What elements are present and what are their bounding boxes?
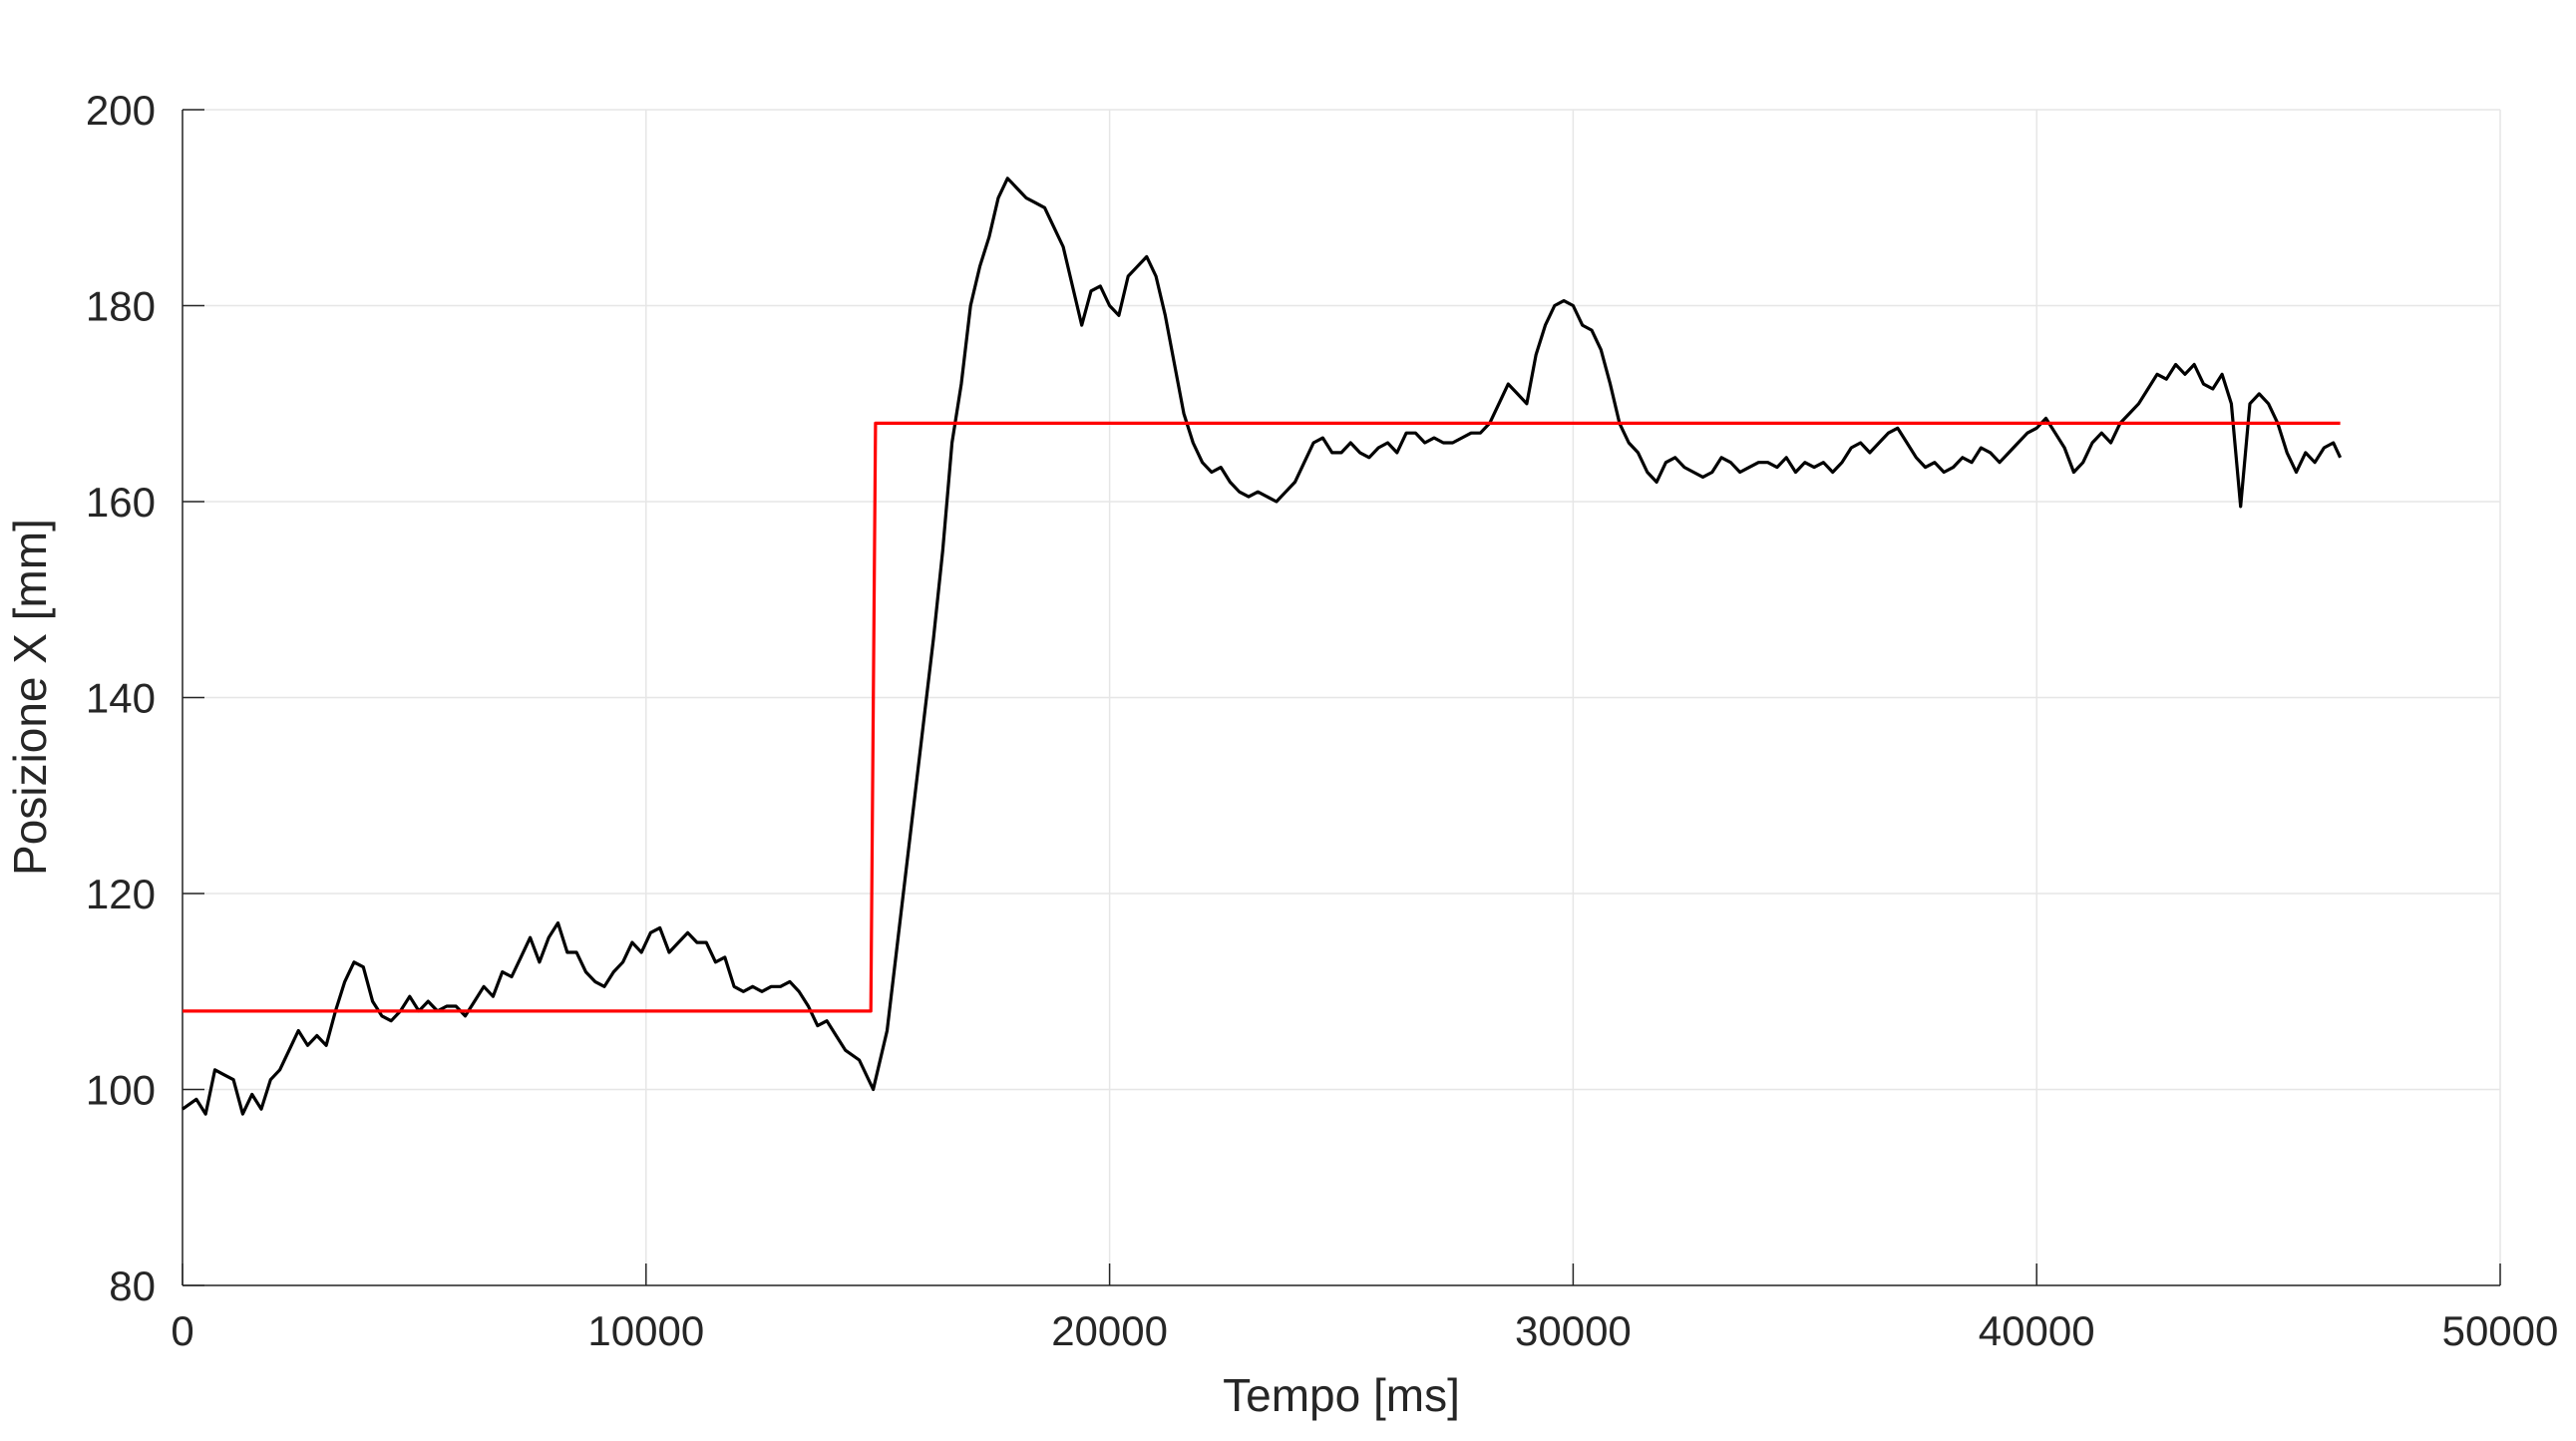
x-axis-label: Tempo [ms]	[1223, 1369, 1460, 1421]
x-tick-label: 10000	[587, 1307, 704, 1354]
y-tick-label: 140	[86, 675, 156, 722]
y-tick-label: 100	[86, 1067, 156, 1114]
y-axis-label: Posizione X [mm]	[4, 519, 56, 876]
tick-labels: 0 10000 20000 30000 40000 50000 80 100 120 140 160…	[86, 87, 2558, 1354]
setpoint-series-line	[183, 421, 2341, 1013]
measured-series-line	[182, 177, 2343, 1116]
x-tick-label: 0	[171, 1307, 193, 1354]
y-tick-label: 180	[86, 283, 156, 330]
y-tick-label: 200	[86, 87, 156, 134]
series-layer	[182, 177, 2343, 1116]
y-tick-label: 160	[86, 479, 156, 526]
y-tick-label: 120	[86, 871, 156, 917]
ticks	[182, 109, 2501, 1286]
y-tick-label: 80	[109, 1262, 156, 1309]
x-tick-label: 50000	[2442, 1307, 2559, 1354]
x-tick-label: 40000	[1979, 1307, 2095, 1354]
x-tick-label: 20000	[1051, 1307, 1168, 1354]
x-tick-label: 30000	[1515, 1307, 1632, 1354]
